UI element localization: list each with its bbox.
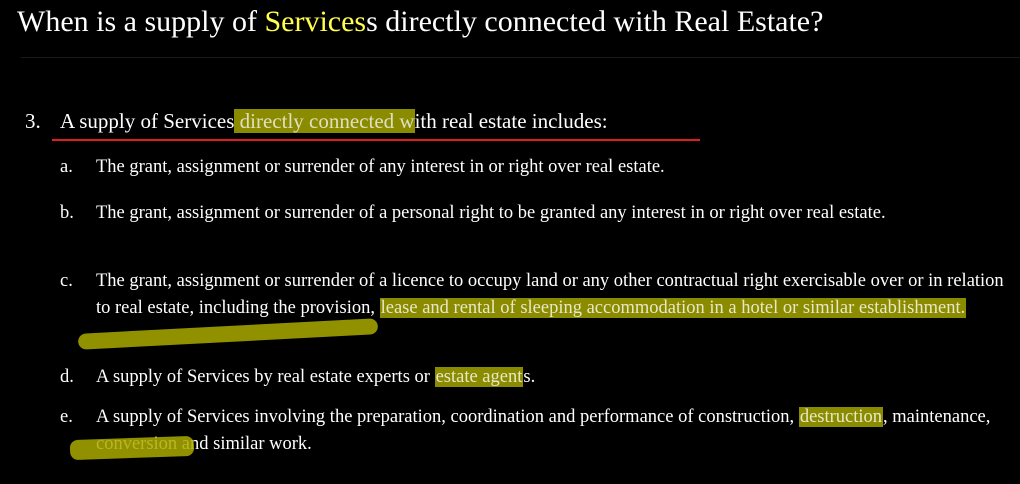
lead-text-start: A supply of Services xyxy=(60,109,235,133)
title-divider xyxy=(21,57,1020,58)
list-item-c: c. The grant, assignment or surrender of… xyxy=(60,268,1005,322)
item-highlighted-phrase: lease and rental of sleeping accommodati… xyxy=(379,298,967,318)
lead-highlighted-phrase: directly connected w xyxy=(234,109,415,133)
list-item-e: e. A supply of Services involving the pr… xyxy=(60,404,1005,458)
item-text-start: A supply of Services by real estate expe… xyxy=(96,367,435,387)
item-text: The grant, assignment or surrender of a … xyxy=(96,203,886,223)
title-text-after: s directly connected with Real Estate? xyxy=(366,5,824,38)
list-item-a: a. The grant, assignment or surrender of… xyxy=(60,154,1005,181)
lead-red-underline xyxy=(52,139,700,141)
slide-title: When is a supply of Servicess directly c… xyxy=(17,2,823,42)
item-letter: c. xyxy=(60,271,73,291)
item-letter: d. xyxy=(60,367,74,387)
item-text-start: A supply of Services involving the prepa… xyxy=(96,407,799,427)
item-text: The grant, assignment or surrender of a … xyxy=(96,268,1005,322)
highlighter-stroke xyxy=(77,318,379,350)
lead-statement: 3. A supply of Services directly connecte… xyxy=(25,106,608,136)
list-item-b: b. The grant, assignment or surrender of… xyxy=(60,200,1005,227)
item-highlighted-phrase: estate agent xyxy=(434,367,524,387)
item-letter: b. xyxy=(60,203,74,223)
item-text: A supply of Services by real estate expe… xyxy=(96,364,1005,391)
list-item-d: d. A supply of Services by real estate e… xyxy=(60,364,1005,391)
item-letter: a. xyxy=(60,157,73,177)
item-text-start: The grant, assignment or surrender of a … xyxy=(96,271,1004,318)
lead-text-end: ith real estate includes: xyxy=(414,109,608,133)
item-highlighted-phrase: destruction xyxy=(798,407,884,427)
item-letter: e. xyxy=(60,407,73,427)
title-accent-services: Services xyxy=(264,5,367,38)
item-text: The grant, assignment or surrender of an… xyxy=(96,157,665,177)
lead-number: 3. xyxy=(25,109,41,133)
title-text-before: When is a supply of xyxy=(17,5,265,38)
item-text-end: s. xyxy=(523,367,536,387)
item-text: A supply of Services involving the prepa… xyxy=(96,404,1005,458)
